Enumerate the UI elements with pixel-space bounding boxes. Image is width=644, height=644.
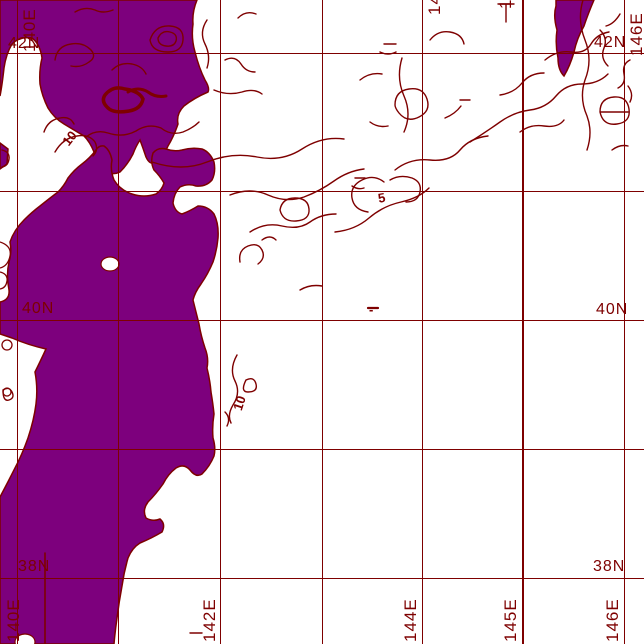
lake-inawashiro: [14, 633, 36, 644]
gridline-meridian-145E: [522, 0, 524, 644]
land-layer: [0, 0, 595, 644]
lon-label-top-146E: 146E: [627, 12, 644, 56]
gridline-meridian-144E: [422, 0, 423, 644]
gridline-parallel-39N: [0, 449, 644, 450]
lon-label-bottom-142E: 142E: [200, 598, 219, 642]
lon-label-bottom-146E: 146E: [603, 598, 622, 642]
lon-label-bottom-144E: 144E: [401, 598, 420, 642]
lat-label-right-40N: 40N: [596, 301, 629, 318]
lat-label-left-40N: 40N: [22, 300, 55, 317]
lat-label-right-42N: 42N: [594, 34, 627, 51]
gridline-meridian-141E: [118, 0, 119, 644]
lat-label-left-42N: 42N: [8, 35, 41, 52]
islet-bump: [0, 271, 8, 290]
islets-layer: [0, 241, 13, 397]
lakes-layer: [14, 256, 120, 644]
gridline-parallel-38N: [0, 578, 644, 579]
islet-bump: [0, 241, 11, 269]
lon-label-bottom-145E: 145E: [501, 598, 520, 642]
gridline-meridian-143E: [322, 0, 323, 644]
gridline-parallel-40N: [0, 320, 644, 321]
land-northeast-wedge: [553, 0, 595, 78]
gridline-meridian-142E: [220, 0, 221, 644]
contour-label-3: -: [369, 302, 374, 317]
lake-towada: [100, 256, 120, 272]
gridline-meridian-146E: [624, 0, 625, 644]
land-honshu: [0, 145, 219, 644]
lon-label-top-145E: 145E: [496, 0, 515, 9]
lat-label-left-38N: 38N: [18, 558, 51, 575]
gridline-meridian-140E: [17, 0, 18, 644]
gridline-parallel-41N: [0, 191, 644, 192]
islet: [1, 339, 13, 351]
gridline-parallel-42N: [0, 53, 644, 54]
lat-label-right-38N: 38N: [593, 558, 626, 575]
lon-label-top-144E: 144E: [425, 0, 444, 15]
lon-label-bottom-140E: 140E: [4, 598, 23, 642]
